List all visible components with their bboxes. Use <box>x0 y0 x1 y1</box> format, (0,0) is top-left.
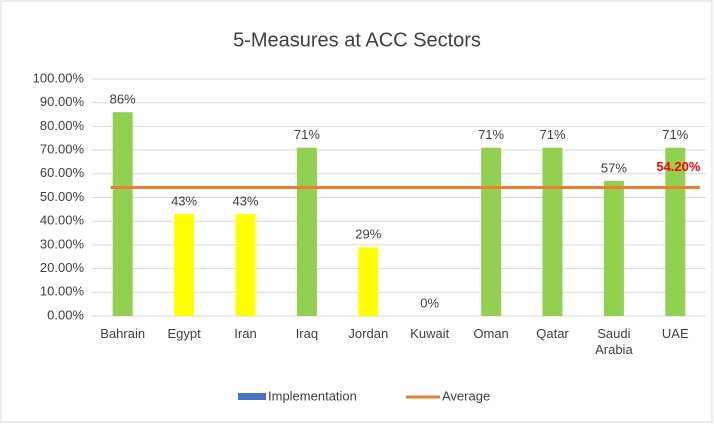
x-tick-wrap: UAE <box>661 326 689 341</box>
x-tick-label: Oman <box>473 326 509 341</box>
bar <box>665 147 686 316</box>
data-label: 71% <box>662 127 688 142</box>
x-tick-wrap: Oman <box>473 326 509 341</box>
bar <box>481 147 502 316</box>
y-tick-label: 80.00% <box>40 118 85 133</box>
x-tick-wrap: Bahrain <box>100 326 146 341</box>
legend-label: Average <box>442 388 490 403</box>
data-label: 57% <box>601 160 627 175</box>
bar <box>174 214 195 316</box>
x-tick-label: UAE <box>661 326 689 341</box>
x-tick-label: Egypt <box>167 326 201 341</box>
bar <box>603 180 624 316</box>
y-tick-label: 100.00% <box>33 70 85 85</box>
x-tick-wrap: Egypt <box>167 326 201 341</box>
x-tick-label: Kuwait <box>410 326 450 341</box>
data-label: 43% <box>171 194 197 209</box>
y-tick-label: 70.00% <box>40 142 85 157</box>
data-label: 71% <box>294 127 320 142</box>
bar <box>542 147 563 316</box>
x-tick-label: Bahrain <box>100 326 146 341</box>
bar <box>235 214 256 316</box>
x-tick-wrap: Saudi Arabia <box>595 326 633 357</box>
x-tick-wrap: Iran <box>234 326 257 341</box>
y-tick-label: 20.00% <box>40 260 85 275</box>
x-tick-label: Iraq <box>295 326 319 341</box>
data-label: 29% <box>355 227 381 242</box>
x-tick-wrap: Iraq <box>295 326 319 341</box>
y-tick-label: 0.00% <box>47 307 84 322</box>
data-label: 71% <box>478 127 504 142</box>
bar <box>358 247 379 316</box>
x-tick-label: Qatar <box>536 326 569 341</box>
y-tick-label: 10.00% <box>40 284 85 299</box>
y-tick-label: 30.00% <box>40 236 85 251</box>
x-tick-label: Saudi Arabia <box>595 326 633 357</box>
y-tick-label: 50.00% <box>40 189 85 204</box>
legend-swatch <box>238 393 266 400</box>
x-tick-wrap: Jordan <box>348 326 389 341</box>
bar <box>112 112 133 317</box>
x-tick-wrap: Qatar <box>536 326 569 341</box>
x-tick-label: Iran <box>234 326 257 341</box>
average-label: 54.20% <box>656 159 701 174</box>
bar <box>296 147 317 316</box>
x-tick-label: Jordan <box>348 326 389 341</box>
legend-label: Implementation <box>268 388 357 403</box>
y-tick-label: 60.00% <box>40 165 85 180</box>
data-label: 86% <box>110 92 136 107</box>
data-label: 0% <box>420 295 439 310</box>
y-tick-label: 40.00% <box>40 213 85 228</box>
data-label: 71% <box>539 127 565 142</box>
x-tick-wrap: Kuwait <box>410 326 450 341</box>
chart-title: 5-Measures at ACC Sectors <box>233 29 481 51</box>
data-label: 43% <box>232 194 258 209</box>
y-tick-label: 90.00% <box>40 94 85 109</box>
